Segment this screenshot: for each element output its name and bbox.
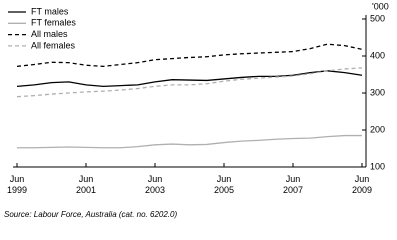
legend-label: All males — [31, 29, 68, 39]
y-unit: '000 — [372, 1, 389, 11]
legend-label: FT females — [31, 18, 76, 28]
x-tick-label: Jun 2003 — [144, 174, 166, 195]
x-tick-label: Jun 2005 — [213, 174, 235, 195]
y-tick-label: 100 — [370, 161, 385, 171]
series-line — [16, 43, 363, 68]
y-tick-label: 300 — [370, 87, 385, 97]
x-tick-label: Jun 2001 — [75, 174, 97, 195]
series-line — [16, 70, 363, 87]
y-tick-label: 400 — [370, 50, 385, 60]
chart: '000 100 200 300 400 500 FT males FT females Al… — [4, 1, 389, 219]
legend-label: FT males — [31, 6, 69, 16]
y-tick-label: 200 — [370, 124, 385, 134]
series-line — [17, 134, 362, 149]
series-line — [16, 67, 363, 98]
legend-label: All females — [31, 40, 76, 50]
source-note: Source: Labour Force, Australia (cat. no… — [4, 210, 178, 219]
x-tick-label: Jun 1999 — [6, 174, 28, 195]
x-tick-label: Jun 2007 — [282, 174, 304, 195]
y-tick-label: 500 — [370, 13, 385, 23]
x-tick-label: Jun 2009 — [351, 174, 373, 195]
